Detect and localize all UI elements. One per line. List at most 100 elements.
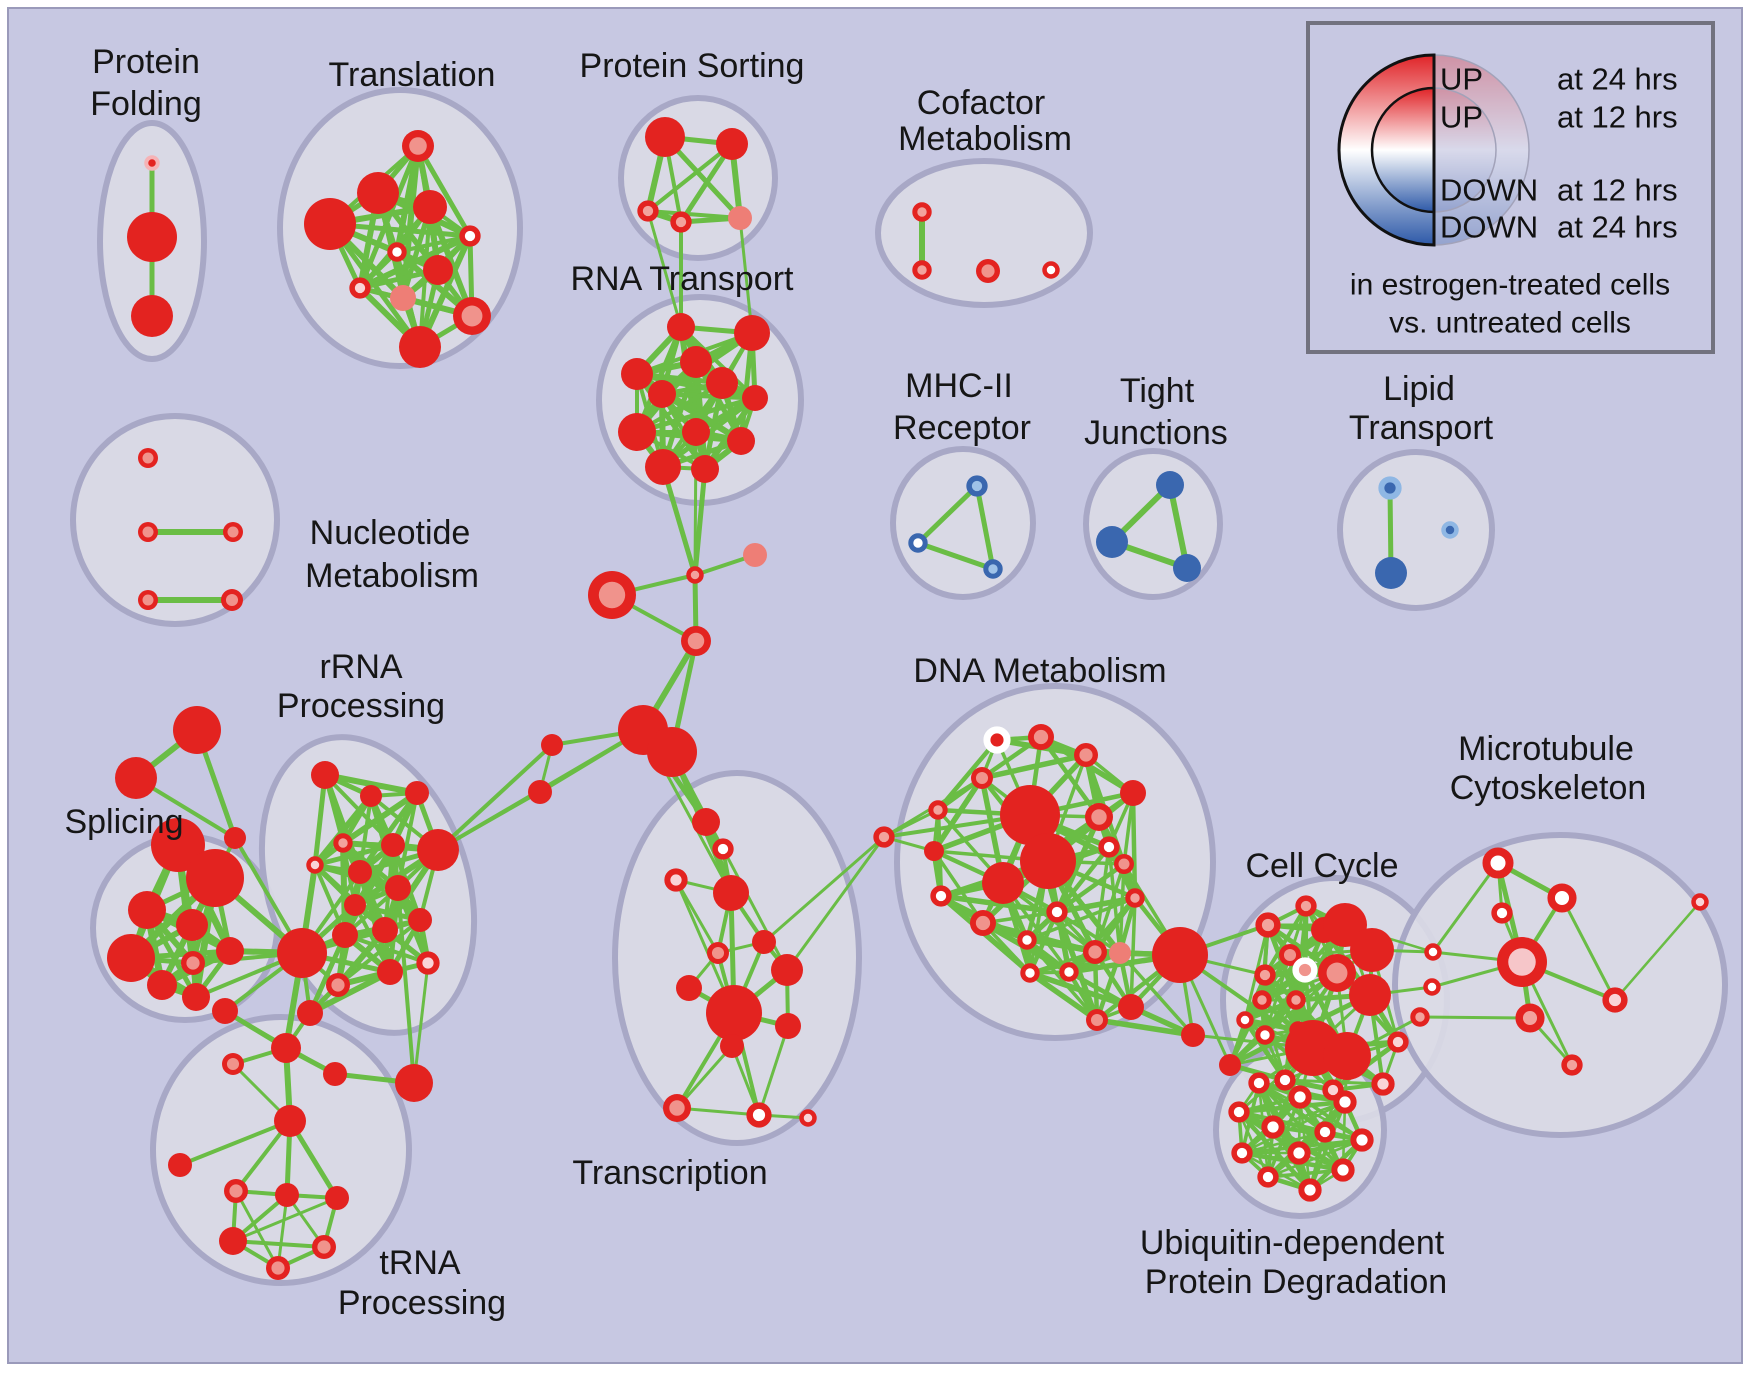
node-core (1508, 948, 1536, 976)
edge (307, 969, 393, 1016)
node-rt-8-solid (682, 418, 710, 446)
cluster-mh (890, 446, 1036, 600)
edge (1263, 904, 1308, 977)
node-tn-4-solid (395, 1064, 433, 1102)
node-tr-1-solid (357, 172, 399, 214)
cluster-ps (618, 95, 778, 261)
edge (1613, 900, 1702, 1002)
node-sp-1-solid (186, 849, 244, 907)
edge (1560, 896, 1617, 1002)
node-dn-23-solid (1181, 1023, 1205, 1047)
node-core (317, 1240, 331, 1254)
edge (336, 918, 422, 987)
node-dn-25-solid (1152, 927, 1208, 983)
node-rt-7-solid (618, 413, 656, 451)
edge (1025, 938, 1099, 1022)
edge (1054, 844, 1112, 915)
edge (979, 752, 1089, 781)
node-ps-2-ringpink (637, 200, 659, 222)
edge (1027, 970, 1134, 1010)
node-core (1088, 945, 1102, 959)
node-dn-18-ringpink (1125, 888, 1145, 908)
node-layer (107, 117, 1709, 1280)
node-cc-4-solid (1350, 928, 1394, 972)
node-dn-15-ringwhite (1017, 930, 1037, 950)
node-pf-1-solid (127, 212, 177, 262)
cluster-label-tj: Tight (1120, 372, 1195, 410)
node-cc-7-pinkhalo (1292, 957, 1318, 983)
node-rr-13-solid (408, 908, 432, 932)
cluster-label-mt: Microtubule (1458, 730, 1634, 768)
node-tx-10-solid (720, 1034, 744, 1058)
legend-up-12-label: UP (1440, 100, 1483, 135)
cluster-label-mh: Receptor (893, 409, 1031, 447)
node-ub-2-ringwhite (1333, 1090, 1357, 1114)
node-core (227, 526, 239, 538)
edge (1094, 950, 1123, 1023)
node-core (1091, 809, 1107, 825)
cluster-label-dn: DNA Metabolism (913, 652, 1166, 690)
node-rt-4-solid (648, 380, 676, 408)
node-fx-10-solid (528, 780, 552, 804)
edge (1431, 861, 1500, 954)
node-dn-4-ringpink (928, 800, 948, 820)
edge (931, 775, 985, 854)
node-ub-5-ringwhite (1314, 1121, 1336, 1143)
node-cc-1-ringpink (1295, 895, 1317, 917)
node-core (142, 594, 154, 606)
node-cc-12-ringwhite (1236, 1011, 1254, 1029)
cluster-cf (875, 158, 1093, 308)
edge (307, 932, 348, 1016)
node-rt-11-solid (691, 455, 719, 483)
node-tj-0-blue (1156, 471, 1184, 499)
edge (357, 790, 420, 875)
edge (412, 961, 430, 1085)
node-rr-3-ringpink (333, 833, 353, 853)
node-core (598, 581, 626, 609)
node-tr-4-ringwhite (459, 225, 481, 247)
node-cf-1-ringpink (912, 260, 932, 280)
node-cc-17-ringwhite (1274, 1069, 1296, 1091)
node-ub-0-ringwhite (1248, 1072, 1270, 1094)
node-fx-9-solid (541, 734, 563, 756)
cluster-label-pf: Folding (90, 85, 202, 123)
edge (322, 772, 420, 796)
edge (738, 330, 755, 444)
node-rr-4-ringpale (306, 856, 324, 874)
cluster-label-cf: Cofactor (917, 84, 1046, 122)
cluster-label-ub: Protein Degradation (1145, 1263, 1447, 1301)
node-sp-4-solid (107, 934, 155, 982)
node-core (142, 526, 154, 538)
edge (674, 878, 720, 955)
node-rr-16-ringpale (416, 951, 440, 975)
edge (312, 772, 328, 868)
cluster-lp (1337, 449, 1495, 611)
cluster-label-tn: tRNA (379, 1244, 461, 1282)
edge (312, 793, 374, 868)
cluster-label-tn: Processing (338, 1284, 506, 1322)
node-rr-11-solid (332, 922, 358, 948)
node-tx-2-ringpale (664, 868, 688, 892)
node-sp-8-solid (216, 937, 244, 965)
node-fx-2-solid (224, 827, 246, 849)
node-tn-0-solid (212, 998, 238, 1024)
cluster-label-nm: Metabolism (305, 557, 479, 595)
cluster-label-mh: MHC-II (905, 367, 1013, 405)
node-tr-8-pink (390, 285, 416, 311)
node-rr-15-solid (377, 959, 403, 985)
edge (646, 142, 734, 213)
node-mt-9-ringpale (1691, 893, 1709, 911)
node-tx-3-solid (713, 875, 749, 911)
node-cc-11-ringpink (1286, 990, 1306, 1010)
node-tx-9-solid (775, 1013, 801, 1039)
cluster-label-sp: Splicing (64, 803, 183, 841)
cluster-label-mt: Cytoskeleton (1450, 769, 1647, 807)
node-core (1283, 948, 1297, 962)
edge (660, 464, 698, 578)
node-core (271, 1261, 285, 1275)
node-core (1079, 748, 1093, 762)
node-cc-20-ringpale (1387, 1031, 1409, 1053)
node-core (186, 956, 200, 970)
